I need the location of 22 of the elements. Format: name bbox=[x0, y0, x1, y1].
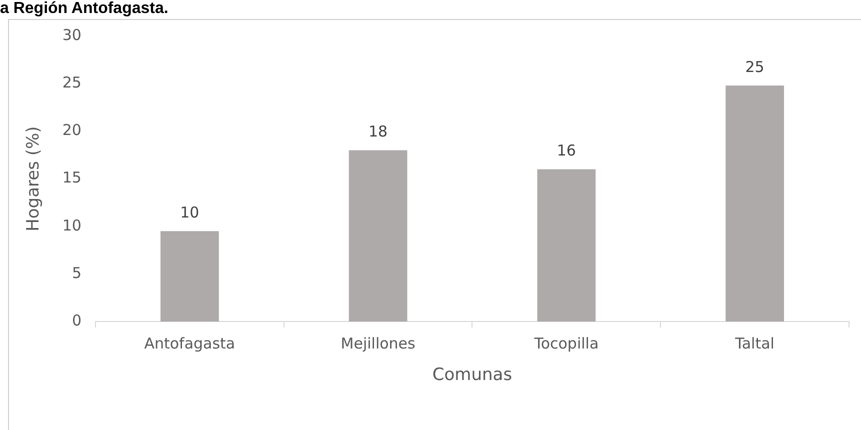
x-tick-label: Antofagasta bbox=[144, 334, 236, 352]
x-tick-label: Taltal bbox=[734, 334, 774, 352]
y-axis-title: Hogares (%) bbox=[24, 126, 44, 232]
data-label: 16 bbox=[556, 142, 576, 160]
y-tick-label: 15 bbox=[62, 168, 82, 187]
bar bbox=[726, 86, 784, 322]
bar bbox=[348, 150, 408, 322]
y-tick-label: 30 bbox=[62, 26, 82, 44]
y-tick-label: 10 bbox=[62, 216, 82, 234]
bar bbox=[537, 169, 596, 322]
x-axis-title: Comunas bbox=[432, 365, 512, 386]
y-tick-label: 0 bbox=[72, 311, 82, 330]
data-label: 18 bbox=[368, 122, 388, 141]
y-tick-label: 25 bbox=[62, 73, 82, 92]
data-label: 25 bbox=[745, 58, 764, 76]
x-tick-label: Tocopilla bbox=[533, 334, 599, 352]
y-tick-label: 20 bbox=[62, 121, 82, 140]
x-tick-label: Mejillones bbox=[340, 334, 416, 352]
bar bbox=[160, 231, 219, 322]
y-tick-label: 5 bbox=[72, 264, 82, 282]
data-label: 10 bbox=[180, 204, 200, 222]
chart-title: a Región Antofagasta. bbox=[0, 0, 168, 18]
